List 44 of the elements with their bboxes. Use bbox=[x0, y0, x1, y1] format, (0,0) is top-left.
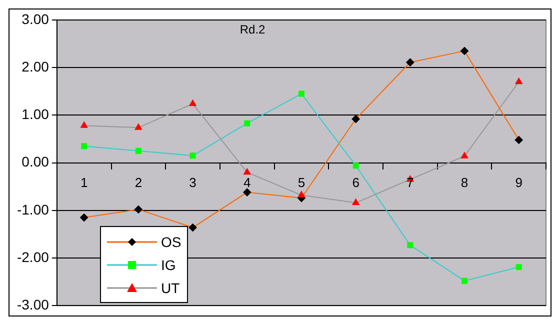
point bbox=[516, 264, 522, 270]
legend-label: UT bbox=[161, 280, 180, 296]
point bbox=[244, 168, 251, 175]
point bbox=[243, 188, 252, 196]
point bbox=[188, 224, 197, 232]
y-tick-label: -3.00 bbox=[16, 296, 50, 312]
x-tick-label: 4 bbox=[243, 174, 251, 190]
point bbox=[352, 198, 360, 206]
point bbox=[298, 90, 304, 97]
point bbox=[189, 100, 196, 106]
y-tick-label: 3.00 bbox=[22, 10, 50, 27]
point bbox=[80, 122, 88, 128]
y-tick-label: 0.00 bbox=[22, 154, 50, 170]
point bbox=[406, 58, 414, 66]
point bbox=[80, 214, 88, 222]
point bbox=[134, 124, 142, 130]
x-tick-label: 1 bbox=[80, 174, 88, 190]
point bbox=[352, 162, 359, 169]
x-tick-label: 9 bbox=[515, 174, 522, 190]
point bbox=[460, 152, 468, 158]
y-tick-label: -1.00 bbox=[16, 201, 50, 218]
x-tick-label: 6 bbox=[352, 174, 360, 190]
y-tick-label: -2.00 bbox=[16, 248, 50, 265]
point bbox=[298, 191, 305, 198]
x-tick-label: 2 bbox=[134, 174, 142, 190]
point bbox=[462, 278, 468, 284]
point bbox=[352, 115, 360, 124]
point bbox=[81, 143, 88, 150]
point bbox=[135, 148, 142, 154]
x-tick-label: 5 bbox=[298, 174, 306, 190]
point bbox=[515, 78, 522, 84]
point bbox=[407, 242, 414, 248]
chart-title: Rd.2 bbox=[240, 22, 266, 36]
point bbox=[460, 46, 468, 55]
y-tick-label: 1.00 bbox=[22, 106, 50, 122]
legend-label: OS bbox=[161, 234, 182, 250]
point bbox=[190, 152, 196, 159]
point bbox=[514, 136, 523, 144]
x-tick-label: 8 bbox=[460, 174, 468, 190]
legend-label: IG bbox=[161, 256, 176, 272]
point bbox=[134, 205, 142, 214]
point bbox=[244, 120, 250, 126]
y-tick-label: 2.00 bbox=[22, 58, 50, 74]
x-tick-label: 3 bbox=[189, 174, 196, 190]
